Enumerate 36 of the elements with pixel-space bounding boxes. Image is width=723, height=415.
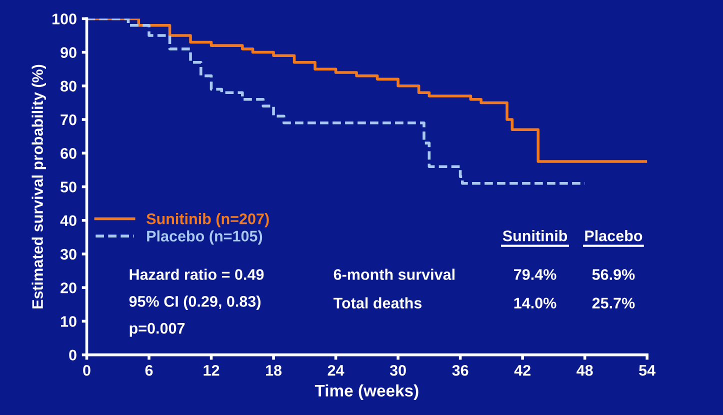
y-tick-label: 90 <box>60 47 76 58</box>
y-tick-label: 0 <box>69 350 76 361</box>
x-tick-label: 12 <box>204 364 220 376</box>
x-tick-label: 6 <box>145 364 153 376</box>
y-axis-title: Estimated survival probability (%) <box>32 64 46 308</box>
x-tick-label: 54 <box>639 365 656 376</box>
y-tick-label: 60 <box>60 148 76 159</box>
annotation: Total deaths <box>333 297 422 309</box>
x-axis-title: Time (weeks) <box>314 384 418 400</box>
x-tick-label: 42 <box>514 364 530 376</box>
annotation: 79.4% <box>514 269 556 280</box>
x-tick-label: 30 <box>390 364 406 376</box>
y-tick-label: 20 <box>60 282 76 294</box>
y-tick-label: 80 <box>60 80 76 92</box>
annotation: Sunitinib <box>502 230 568 242</box>
annotation: p=0.007 <box>130 322 185 337</box>
y-tick-label: 100 <box>52 14 76 24</box>
annotation: 95% CI (0.29, 0.83) <box>129 296 261 310</box>
x-tick-label: 0 <box>83 364 90 376</box>
annotation: 25.7% <box>592 298 635 309</box>
annotation: 14.0% <box>514 298 556 309</box>
annotation: Placebo <box>585 230 642 242</box>
x-tick-label: 18 <box>266 364 282 376</box>
y-tick-label: 30 <box>60 248 76 260</box>
x-tick-label: 48 <box>576 364 593 376</box>
x-tick-label: 24 <box>328 364 344 376</box>
annotation: 6-month survival <box>334 268 454 280</box>
legend-label: Placebo (n=105) <box>147 230 262 245</box>
annotation: Hazard ratio = 0.49 <box>130 268 264 280</box>
y-tick-label: 70 <box>60 114 76 126</box>
annotation: 56.9% <box>592 269 635 280</box>
legend-label: Sunitinib (n=207) <box>146 213 269 228</box>
y-tick-label: 50 <box>60 182 76 192</box>
y-tick-label: 40 <box>60 215 76 226</box>
x-tick-label: 36 <box>452 364 468 376</box>
y-tick-label: 10 <box>61 316 76 327</box>
